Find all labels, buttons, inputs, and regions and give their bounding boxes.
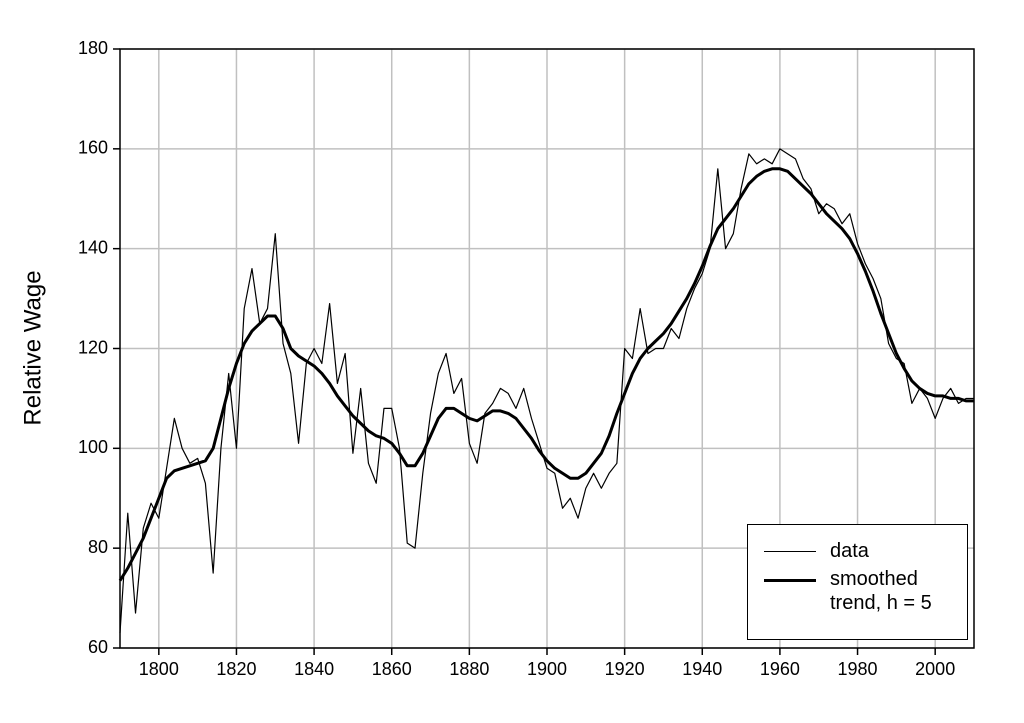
legend-swatch: [764, 551, 816, 552]
y-tick-label: 120: [78, 337, 108, 357]
x-tick-label: 2000: [915, 659, 955, 679]
legend-swatch: [764, 579, 816, 582]
x-tick-label: 1900: [527, 659, 567, 679]
legend-label: data: [830, 540, 869, 562]
legend-entry: smoothed trend, h = 5: [764, 567, 967, 615]
x-tick-label: 1800: [139, 659, 179, 679]
x-tick-label: 1980: [838, 659, 878, 679]
y-axis-label: Relative Wage: [19, 270, 46, 425]
data-line: [118, 167, 974, 582]
legend: data smoothed trend, h = 5: [747, 524, 968, 640]
legend-label: smoothed trend, h = 5: [830, 568, 932, 614]
y-tick-label: 140: [78, 237, 108, 257]
x-tick-label: 1920: [605, 659, 645, 679]
y-tick-label: 180: [78, 38, 108, 58]
x-tick-label: 1880: [449, 659, 489, 679]
y-tick-label: 80: [88, 537, 108, 557]
x-tick-label: 1840: [294, 659, 334, 679]
plot-frame: [119, 48, 975, 649]
legend-entry: data: [764, 539, 967, 563]
x-tick-label: 1860: [372, 659, 412, 679]
data-line: [119, 148, 974, 634]
y-tick-label: 160: [78, 138, 108, 158]
y-tick-label: 100: [78, 437, 108, 457]
x-tick-label: 1820: [216, 659, 256, 679]
x-tick-label: 1940: [682, 659, 722, 679]
x-tick-label: 1960: [760, 659, 800, 679]
y-tick-label: 60: [88, 637, 108, 657]
